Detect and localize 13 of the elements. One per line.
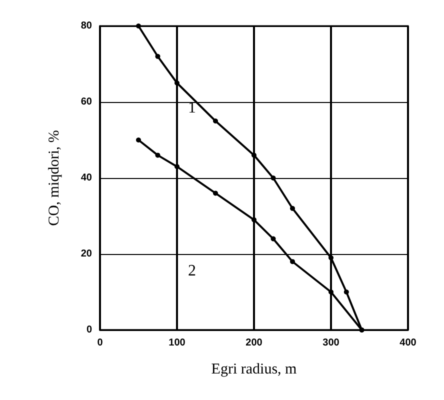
y-tick-label: 60 bbox=[80, 96, 92, 108]
x-tick-label: 300 bbox=[322, 338, 340, 348]
annotation: 2 bbox=[188, 262, 196, 280]
y-tick-label: 20 bbox=[80, 248, 92, 260]
x-tick-label: 200 bbox=[246, 338, 263, 348]
x-axis-title: Egri radius, m bbox=[211, 362, 298, 378]
y-tick-label: 0 bbox=[86, 324, 92, 336]
y-tick-label: 40 bbox=[80, 172, 92, 184]
x-tick-label: 400 bbox=[400, 338, 417, 348]
y-axis-title: CO, miqdori, % bbox=[46, 130, 62, 226]
x-tick-label: 100 bbox=[168, 338, 186, 348]
x-tick-label: 0 bbox=[97, 338, 104, 348]
y-tick-label: 80 bbox=[80, 20, 92, 32]
